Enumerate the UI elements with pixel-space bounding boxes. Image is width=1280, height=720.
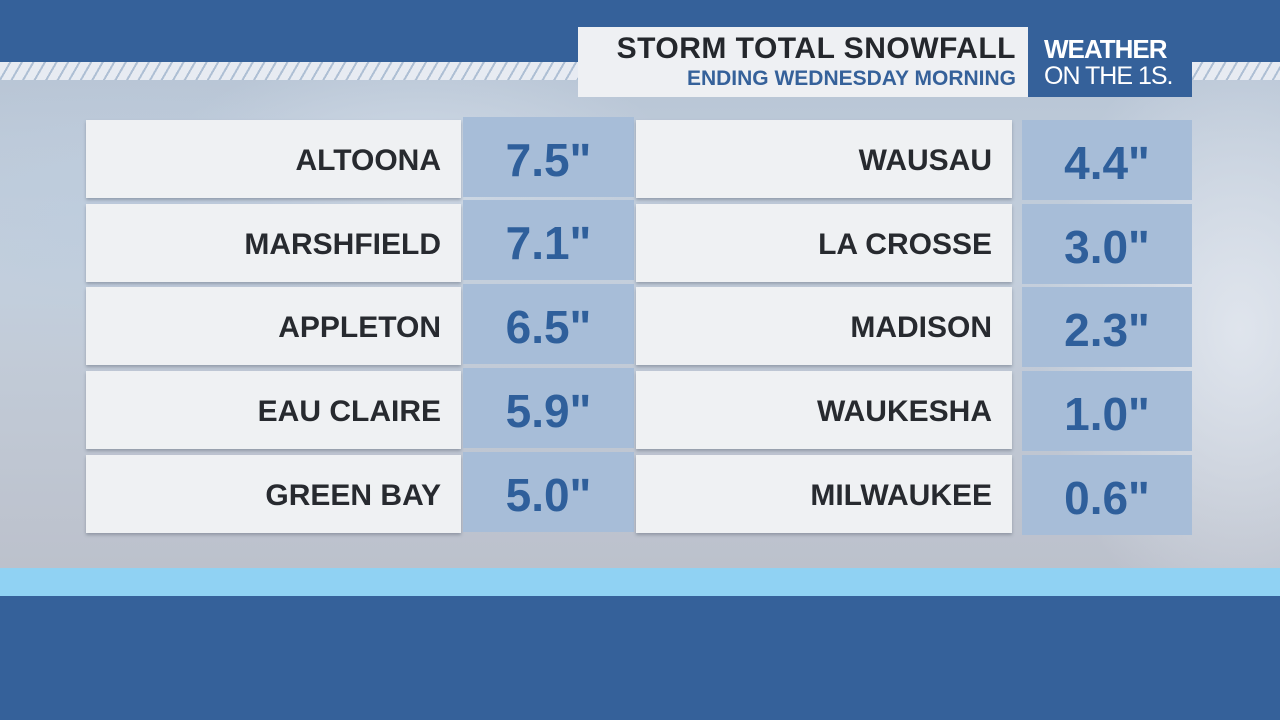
hatch-stripe-right <box>1192 62 1280 80</box>
snowfall-value-box: 6.5" <box>463 284 634 364</box>
snowfall-value: 5.9" <box>505 385 592 437</box>
snowfall-value-box: 3.0" <box>1022 204 1192 284</box>
weather-on-the-1s-logo: WEATHER ON THE 1S. <box>1028 27 1192 97</box>
snowfall-value: 6.5" <box>505 301 592 353</box>
snowfall-value-box: 5.0" <box>463 452 634 532</box>
hatch-stripe-left <box>0 62 578 80</box>
snowfall-value-box: 7.1" <box>463 200 634 280</box>
city-label-box: ALTOONA <box>86 120 461 198</box>
page-title: STORM TOTAL SNOWFALL <box>616 32 1016 65</box>
city-name: MARSHFIELD <box>244 228 441 261</box>
logo-line-1: WEATHER <box>1044 34 1168 64</box>
logo-line-2: ON THE 1S. <box>1044 62 1173 90</box>
city-label-box: MILWAUKEE <box>636 455 1012 533</box>
snowfall-value: 0.6" <box>1064 472 1150 524</box>
city-label-box: EAU CLAIRE <box>86 371 461 449</box>
bottom-band <box>0 596 1280 720</box>
city-label-box: LA CROSSE <box>636 204 1012 282</box>
page-subtitle: ENDING WEDNESDAY MORNING <box>686 67 1016 90</box>
snowfall-value: 5.0" <box>505 469 592 521</box>
city-label-box: MADISON <box>636 287 1012 365</box>
snowfall-value-box: 5.9" <box>463 368 634 448</box>
accent-light-blue-band <box>0 568 1280 596</box>
snowfall-value: 7.1" <box>505 217 592 269</box>
snowfall-value-box: 7.5" <box>463 117 634 197</box>
snowfall-value: 3.0" <box>1064 221 1150 273</box>
city-name: MADISON <box>850 311 992 344</box>
city-label-box: MARSHFIELD <box>86 204 461 282</box>
city-label-box: APPLETON <box>86 287 461 365</box>
city-name: WAUSAU <box>858 144 992 177</box>
snowfall-value-box: 4.4" <box>1022 120 1192 200</box>
title-panel: STORM TOTAL SNOWFALL ENDING WEDNESDAY MO… <box>578 27 1028 97</box>
city-name: LA CROSSE <box>818 228 992 261</box>
city-name: GREEN BAY <box>265 479 441 512</box>
snowfall-value-box: 1.0" <box>1022 371 1192 451</box>
snowfall-value: 1.0" <box>1064 388 1150 440</box>
city-name: EAU CLAIRE <box>257 395 441 428</box>
city-name: APPLETON <box>278 311 441 344</box>
snowfall-value-box: 0.6" <box>1022 455 1192 535</box>
snowfall-value-box: 2.3" <box>1022 287 1192 367</box>
city-label-box: WAUKESHA <box>636 371 1012 449</box>
snowfall-value: 7.5" <box>505 134 592 186</box>
city-name: WAUKESHA <box>816 395 992 428</box>
snowfall-value: 2.3" <box>1064 304 1150 356</box>
city-name: ALTOONA <box>295 144 441 177</box>
city-label-box: WAUSAU <box>636 120 1012 198</box>
city-name: MILWAUKEE <box>810 479 992 512</box>
city-label-box: GREEN BAY <box>86 455 461 533</box>
snowfall-value: 4.4" <box>1064 137 1150 189</box>
